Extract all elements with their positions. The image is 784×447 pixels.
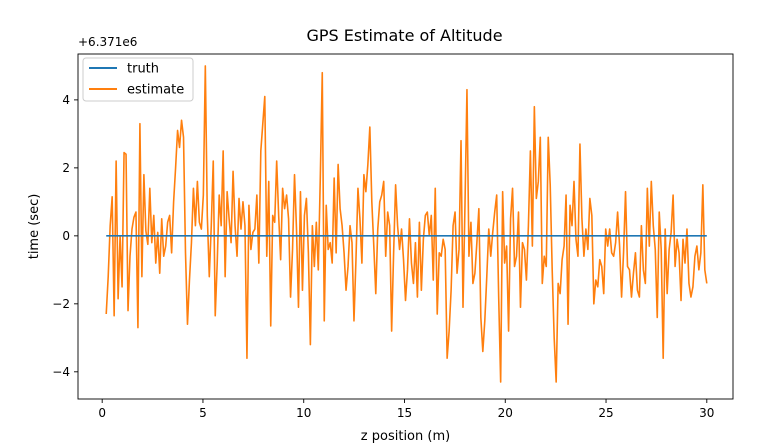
y-tick-label: −4: [52, 365, 70, 379]
x-tick-label: 10: [296, 406, 311, 420]
y-axis-label: time (sec): [27, 194, 42, 260]
chart-title: GPS Estimate of Altitude: [306, 26, 502, 45]
x-tick-label: 15: [397, 406, 412, 420]
axes-frame: [77, 53, 734, 400]
legend-label-estimate: estimate: [127, 83, 184, 98]
x-axis-ticks: 0 5 10 15 20 25 30: [98, 399, 714, 420]
legend: truth estimate: [82, 57, 194, 102]
y-axis-ticks: −4 −2 0 2 4: [52, 93, 78, 379]
y-tick-label: 0: [62, 229, 70, 243]
x-tick-label: 25: [598, 406, 613, 420]
plot-area: [105, 65, 708, 383]
series-line-estimate: [105, 65, 708, 383]
y-tick-label: −2: [52, 297, 70, 311]
legend-label-truth: truth: [127, 62, 159, 77]
y-axis-offset-text: +6.371e6: [78, 35, 137, 49]
y-tick-label: 4: [62, 93, 70, 107]
x-axis-label: z position (m): [361, 429, 450, 444]
x-tick-label: 5: [199, 406, 207, 420]
x-tick-label: 20: [498, 406, 513, 420]
x-tick-label: 0: [98, 406, 106, 420]
y-tick-label: 2: [62, 161, 70, 175]
x-tick-label: 30: [699, 406, 714, 420]
series-layer: [105, 65, 708, 383]
